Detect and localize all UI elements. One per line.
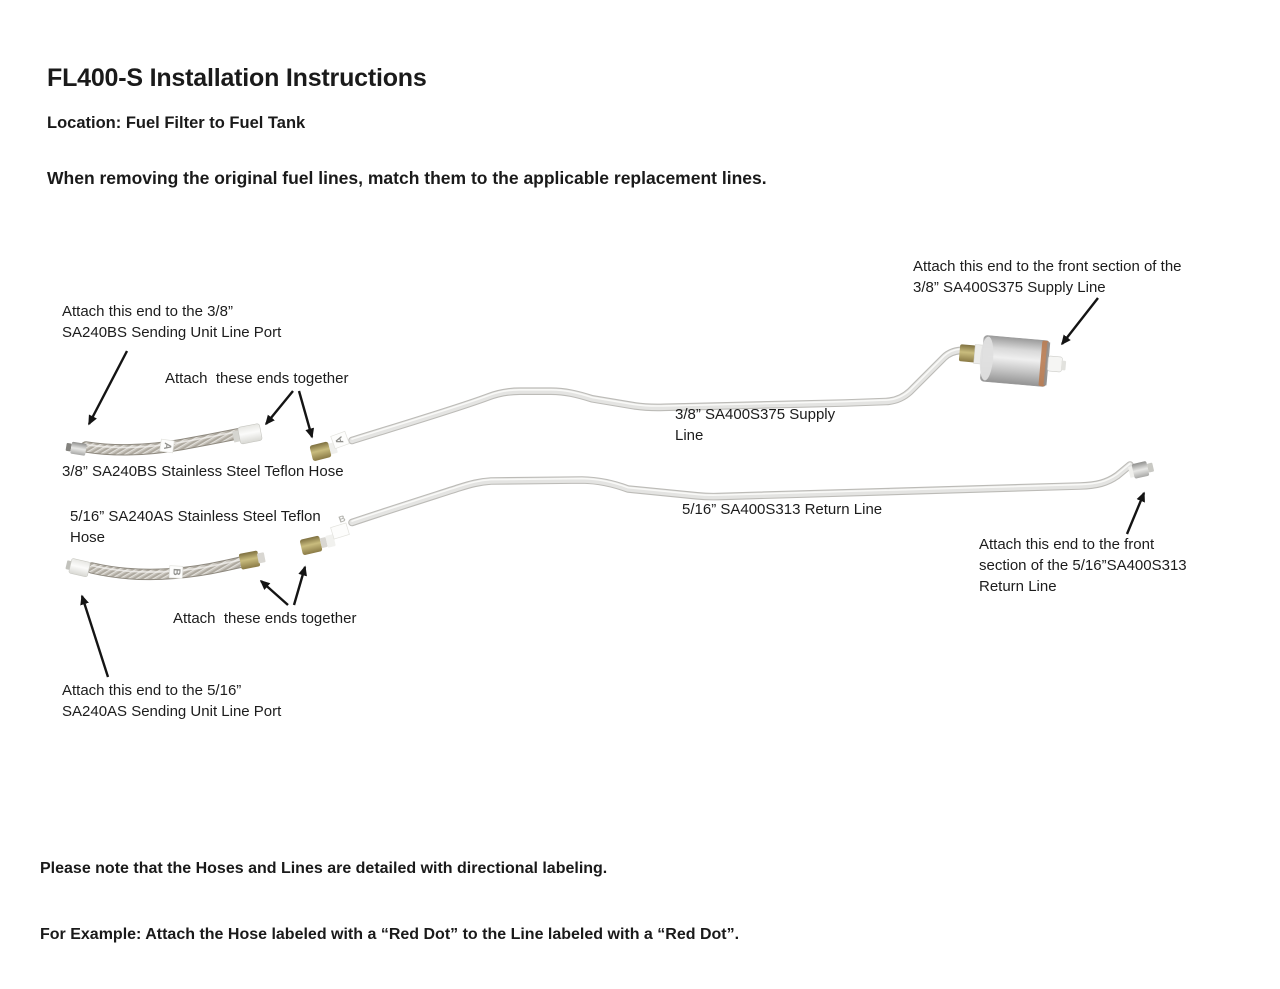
hose-5-16-direction-mark: B: [170, 568, 181, 576]
supply-line-tube: [348, 346, 965, 445]
arrow-to-hose-5-16-port-end: [80, 594, 110, 678]
fuel-filter-outlet-nipple: [1047, 355, 1063, 373]
note-return-front-end: Attach this end to the front section of …: [979, 536, 1187, 595]
arrow-to-filter-outlet: [1061, 297, 1099, 346]
label-return-line: 5/16” SA400S313 Return Line: [682, 501, 883, 518]
footer-line-2: For Example: Attach the Hose labeled wit…: [40, 926, 740, 944]
arrow-to-hose-3-8-port-end: [87, 350, 129, 426]
note-supply-filter-end: Attach this end to the front section of …: [913, 258, 1182, 296]
arrow-to-hose-5-16-mating-end: [259, 580, 289, 606]
label-hose-5-16: 5/16” SA240AS Stainless Steel Teflon Hos…: [70, 508, 321, 546]
arrow-to-supply-line-mating-end: [297, 390, 315, 439]
annotation-arrows: [80, 297, 1146, 678]
return-line-end-fitting: [1128, 461, 1154, 479]
fuel-filter-copper-rim: [1038, 340, 1049, 387]
arrow-to-return-line-front-end: [1125, 491, 1146, 535]
hose-3-8-right-nut: [232, 423, 263, 445]
page-title: FL400-S Installation Instructions: [47, 64, 427, 92]
hose-5-16-right-nut: [239, 550, 266, 570]
return-line-direction-mark: B: [337, 513, 347, 525]
arrow-to-return-line-mating-end: [292, 565, 307, 606]
hose-5-16-left-fitting: [65, 558, 91, 578]
hose-5-16-direction-band: B: [168, 565, 184, 579]
hose-5-16-sa240as: [86, 554, 254, 581]
hose-3-8-direction-band: A: [159, 438, 175, 454]
footer-note: Please note that the Hoses and Lines are…: [40, 814, 739, 969]
footer-line-1: Please note that the Hoses and Lines are…: [40, 860, 608, 878]
hose-3-8-left-fitting: [65, 441, 87, 456]
fuel-filter: [958, 335, 1067, 387]
note-attach-together-bottom: Attach these ends together: [173, 610, 357, 627]
note-hose-5-16-port-end: Attach this end to the 5/16” SA240AS Sen…: [62, 682, 282, 720]
arrow-to-hose-3-8-mating-end: [265, 390, 294, 426]
intro-line: When removing the original fuel lines, m…: [47, 168, 767, 188]
note-attach-together-top: Attach these ends together: [165, 370, 349, 387]
hose-3-8-sa240bs: [80, 428, 244, 456]
return-line-tube: [348, 461, 1134, 527]
label-hose-3-8: 3/8” SA240BS Stainless Steel Teflon Hose: [62, 463, 344, 480]
supply-line-direction-mark: A: [334, 435, 347, 446]
return-line-hose-fitting: [300, 534, 336, 555]
supply-line-direction-band: A: [330, 430, 350, 450]
fuel-filter-inlet-fitting: [958, 344, 977, 363]
hose-3-8-direction-mark: A: [161, 442, 173, 451]
label-supply-line: 3/8” SA400S375 Supply Line: [675, 406, 836, 444]
return-line-direction-band: [330, 522, 350, 540]
note-hose-3-8-port-end: Attach this end to the 3/8” SA240BS Send…: [62, 303, 282, 341]
location-line: Location: Fuel Filter to Fuel Tank: [47, 114, 306, 132]
